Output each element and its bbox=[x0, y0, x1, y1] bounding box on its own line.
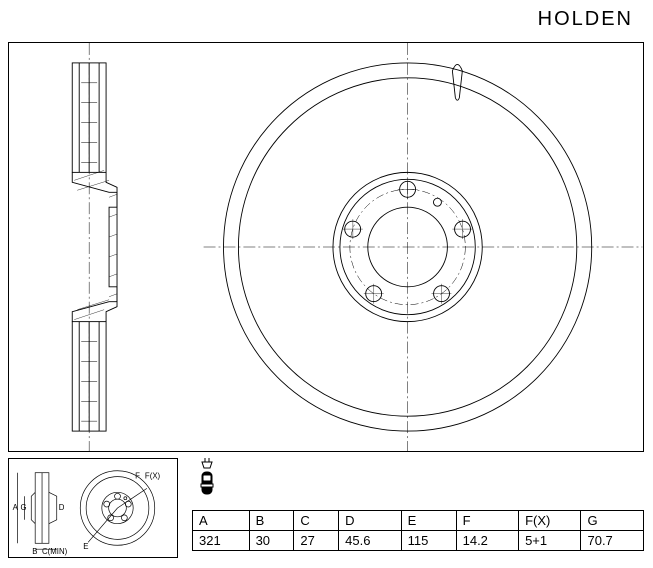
table-header-row: A B C D E F F(X) G bbox=[193, 511, 644, 531]
col-header: G bbox=[581, 511, 644, 531]
main-diagram-frame bbox=[8, 42, 644, 452]
legend-label-g: G bbox=[20, 503, 26, 512]
cell-value: 115 bbox=[401, 531, 456, 551]
cell-value: 321 bbox=[193, 531, 250, 551]
legend-label-cmin: C(MIN) bbox=[42, 547, 68, 556]
cell-value: 14.2 bbox=[456, 531, 518, 551]
legend-label-f: F bbox=[135, 472, 140, 481]
legend-label-b: B bbox=[32, 547, 37, 556]
col-header: F bbox=[456, 511, 518, 531]
cell-value: 5+1 bbox=[519, 531, 581, 551]
col-header: D bbox=[339, 511, 401, 531]
legend-diagram-frame: A G B C(MIN) D E F F(X) bbox=[8, 458, 178, 558]
col-header: C bbox=[294, 511, 339, 531]
col-header: E bbox=[401, 511, 456, 531]
col-header: A bbox=[193, 511, 250, 531]
technical-drawing bbox=[9, 43, 643, 451]
cell-value: 45.6 bbox=[339, 531, 401, 551]
position-icon bbox=[192, 458, 222, 498]
legend-drawing: A G B C(MIN) D E F F(X) bbox=[9, 459, 177, 557]
col-header: F(X) bbox=[519, 511, 581, 531]
cell-value: 30 bbox=[249, 531, 294, 551]
legend-label-a: A bbox=[13, 503, 19, 512]
cell-value: 70.7 bbox=[581, 531, 644, 551]
legend-label-e: E bbox=[83, 542, 88, 551]
brand-label: HOLDEN bbox=[538, 8, 633, 31]
table-value-row: 321 30 27 45.6 115 14.2 5+1 70.7 bbox=[193, 531, 644, 551]
legend-label-d: D bbox=[59, 503, 65, 512]
col-header: B bbox=[249, 511, 294, 531]
dimensions-table: A B C D E F F(X) G 321 30 27 45.6 115 14… bbox=[192, 510, 644, 551]
cell-value: 27 bbox=[294, 531, 339, 551]
legend-label-fx: F(X) bbox=[145, 472, 161, 481]
